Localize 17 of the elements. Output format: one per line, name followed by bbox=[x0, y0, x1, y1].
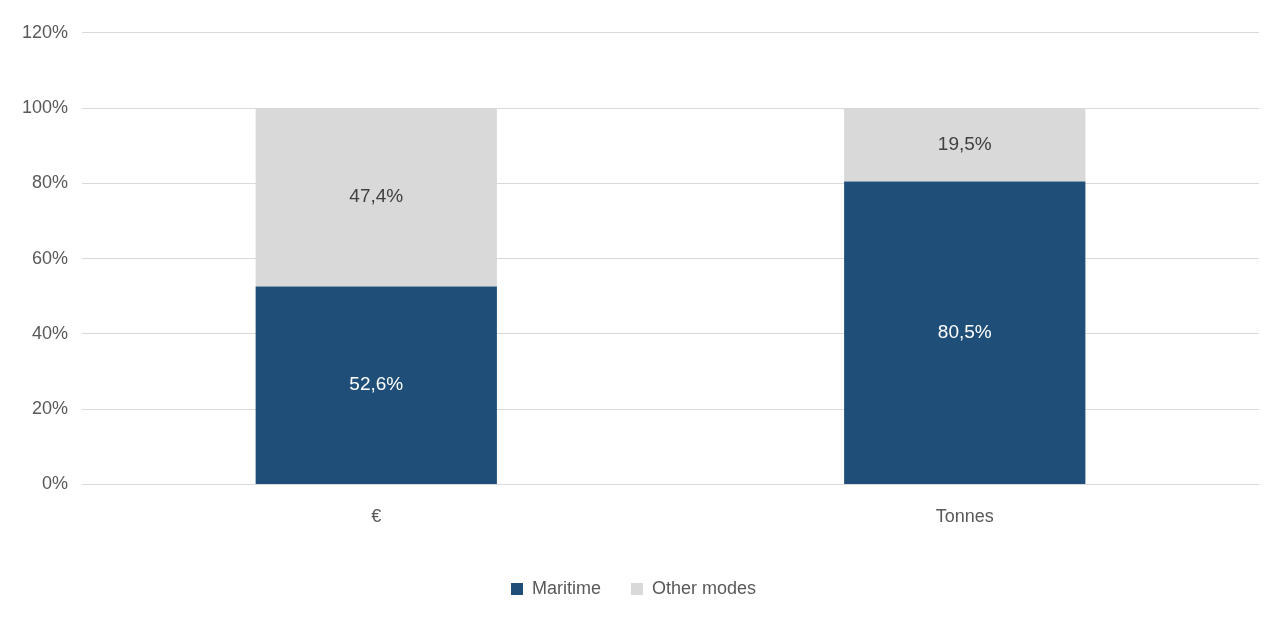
y-tick-label: 60% bbox=[32, 247, 69, 268]
bar bbox=[844, 181, 1086, 484]
data-label: 47,4% bbox=[349, 185, 404, 207]
data-label: 52,6% bbox=[349, 373, 404, 395]
y-tick-label: 80% bbox=[32, 172, 69, 193]
x-tick-label: Tonnes bbox=[935, 506, 994, 527]
data-label: 80,5% bbox=[937, 320, 992, 342]
legend-label: Maritime bbox=[531, 577, 601, 598]
legend-label: Other modes bbox=[651, 577, 757, 598]
y-tick-label: 100% bbox=[21, 97, 69, 118]
y-tick-label: 120% bbox=[21, 21, 69, 42]
y-tick-label: 40% bbox=[32, 322, 69, 343]
bar bbox=[255, 286, 497, 484]
data-label: 19,5% bbox=[937, 132, 992, 154]
x-tick-label: € bbox=[371, 506, 382, 527]
y-tick-label: 20% bbox=[32, 398, 69, 419]
y-tick-label: 0% bbox=[42, 473, 69, 494]
